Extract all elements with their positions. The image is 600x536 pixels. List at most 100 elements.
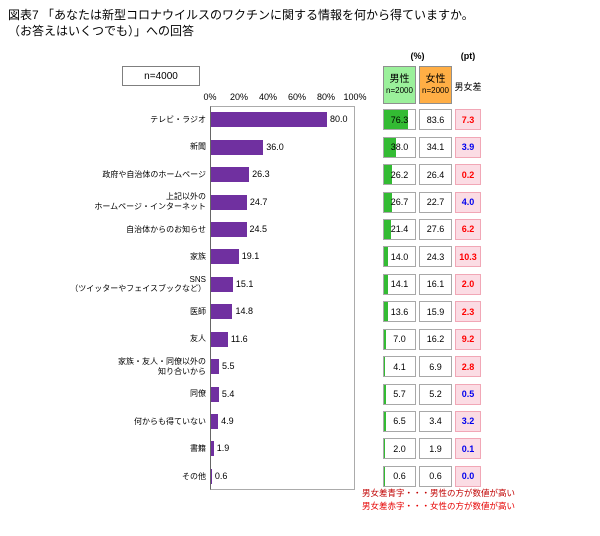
female-column-header: 女性 n=2000 — [419, 66, 452, 104]
diff-value: 0.0 — [461, 471, 475, 482]
bar — [211, 304, 233, 320]
diff-value: 7.3 — [461, 114, 475, 125]
diff-value: 2.8 — [461, 361, 475, 372]
diff-value: 0.1 — [461, 443, 475, 454]
male-value: 14.0 — [390, 251, 409, 262]
male-value: 26.7 — [390, 197, 409, 207]
category-label: テレビ・ラジオ — [28, 106, 206, 133]
diff-value: 0.5 — [461, 389, 475, 399]
bar — [211, 468, 212, 484]
male-data-bar — [384, 165, 393, 185]
category-label: 同僚 — [28, 380, 206, 407]
female-value-cell: 16.2 — [419, 328, 452, 350]
male-data-bar — [384, 384, 386, 404]
diff-value: 4.0 — [461, 197, 475, 207]
diff-value: 3.2 — [461, 416, 475, 427]
female-value-cell: 34.1 — [419, 136, 452, 158]
category-label: 友人 — [28, 325, 206, 352]
bar-value-label: 24.5 — [249, 223, 268, 234]
category-label: 家族 — [28, 243, 206, 270]
category-label: 新聞 — [28, 133, 206, 160]
female-value: 16.2 — [426, 334, 445, 345]
female-value: 83.6 — [426, 114, 445, 125]
category-label: 政府や自治体のホームページ — [28, 161, 206, 188]
bar-value-label: 4.9 — [221, 415, 234, 426]
x-axis-tick: 40% — [258, 92, 277, 102]
category-label: 何からも得ていない — [28, 408, 206, 435]
x-axis-tick: 0% — [203, 92, 217, 102]
diff-value-cell: 7.3 — [455, 109, 481, 131]
male-value: 2.0 — [393, 443, 406, 454]
category-label: 書籍 — [28, 435, 206, 462]
category-label-line: ホームページ・インターネット — [94, 201, 206, 211]
female-value: 0.6 — [429, 471, 442, 482]
note-red-meaning: 男女差赤字・・・女性の方が数値が高い — [362, 501, 516, 511]
male-value: 14.1 — [390, 279, 409, 290]
bar-value-label: 80.0 — [330, 114, 348, 125]
bar — [211, 167, 250, 183]
male-value-cell: 14.0 — [383, 246, 416, 268]
female-value: 22.7 — [426, 197, 445, 207]
note-blue-meaning: 男女差青字・・・男性の方が数値が高い — [362, 488, 516, 498]
bar — [211, 386, 219, 402]
category-label-line: 同僚 — [190, 389, 206, 399]
diff-value-cell: 2.3 — [455, 301, 481, 323]
diff-value-cell: 6.2 — [455, 218, 481, 240]
male-value-cell: 6.5 — [383, 410, 416, 432]
diff-value: 9.2 — [461, 334, 475, 345]
male-data-bar — [384, 110, 408, 130]
category-label: 家族・友人・同僚以外の 知り合いから — [28, 353, 206, 380]
bar — [211, 249, 239, 265]
female-value: 34.1 — [426, 142, 445, 153]
category-label-line: 書籍 — [190, 444, 206, 454]
female-value-cell: 22.7 — [419, 191, 452, 213]
male-value: 38.0 — [390, 142, 409, 153]
male-value-cell: 26.7 — [383, 191, 416, 213]
male-value-cell: 4.1 — [383, 356, 416, 378]
female-value-cell: 15.9 — [419, 301, 452, 323]
bar — [211, 139, 264, 155]
male-data-bar — [384, 274, 389, 294]
female-value: 3.4 — [429, 416, 442, 427]
female-value: 16.1 — [426, 279, 445, 290]
bar-value-label: 1.9 — [216, 443, 230, 454]
female-value: 1.9 — [429, 443, 442, 454]
diff-value-cell: 0.1 — [455, 438, 481, 460]
category-label-line: 自治体からのお知らせ — [126, 224, 206, 234]
male-data-bar — [384, 439, 385, 459]
male-value-cell: 2.0 — [383, 438, 416, 460]
bar-value-label: 15.1 — [235, 278, 254, 289]
female-value-cell: 83.6 — [419, 109, 452, 131]
male-data-bar — [384, 247, 389, 267]
category-label: SNS （ツイッターやフェイスブックなど） — [28, 271, 206, 298]
female-sample-size: n=2000 — [422, 86, 449, 95]
male-data-bar — [384, 411, 386, 431]
male-value-cell: 38.0 — [383, 136, 416, 158]
male-data-bar — [384, 302, 389, 322]
male-value-cell: 7.0 — [383, 328, 416, 350]
male-value: 13.6 — [390, 306, 409, 317]
category-label: 医師 — [28, 298, 206, 325]
male-value: 7.0 — [393, 334, 406, 345]
male-value: 21.4 — [390, 224, 409, 235]
category-label: その他 — [28, 463, 206, 490]
bar-value-label: 5.5 — [221, 361, 235, 372]
pt-unit-header: (pt) — [460, 51, 476, 61]
diff-value: 10.3 — [459, 251, 477, 262]
male-sample-size: n=2000 — [386, 86, 413, 95]
male-data-bar — [384, 329, 387, 349]
bar-value-label: 19.1 — [241, 251, 260, 262]
category-label-line: 上記以外の — [166, 192, 206, 202]
bar — [211, 359, 219, 375]
category-label-line: SNS — [189, 274, 206, 284]
male-value-cell: 76.3 — [383, 109, 416, 131]
category-label: 上記以外の ホームページ・インターネット — [28, 188, 206, 215]
female-value-cell: 24.3 — [419, 246, 452, 268]
male-value-cell: 5.7 — [383, 383, 416, 405]
bar-value-label: 26.3 — [252, 169, 270, 180]
category-label-line: その他 — [182, 471, 206, 481]
male-value-cell: 13.6 — [383, 301, 416, 323]
bar — [211, 441, 214, 457]
diff-value: 6.2 — [461, 224, 475, 235]
diff-value-cell: 10.3 — [455, 246, 481, 268]
